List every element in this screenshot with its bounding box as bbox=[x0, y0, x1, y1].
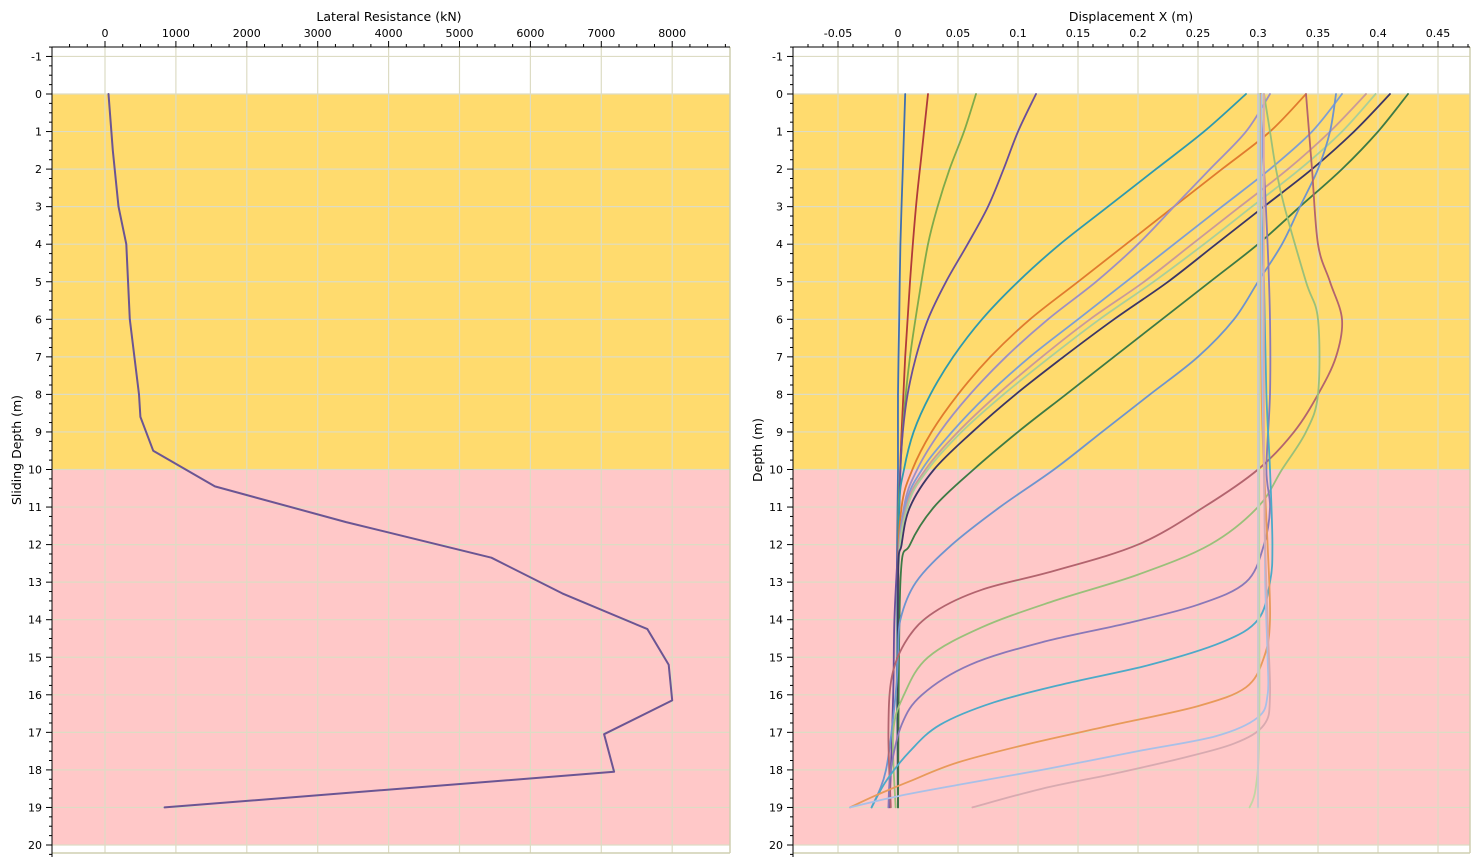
y-tick-label: 10 bbox=[769, 464, 783, 477]
x-tick-label: 1000 bbox=[162, 27, 190, 40]
y-axis-title: Depth (m) bbox=[750, 418, 765, 482]
displacement-plot: -0.05 0 0.05 0.1 0.15 0.2 0.25 0.3 0.35 0.4 0.45 -1… bbox=[750, 9, 1471, 857]
x-tick-label: 5000 bbox=[446, 27, 474, 40]
y-tick-label: 20 bbox=[28, 839, 42, 852]
y-tick-label: 9 bbox=[35, 426, 42, 439]
y-tick-label: 15 bbox=[28, 651, 42, 664]
x-tick-label: 0.3 bbox=[1249, 27, 1267, 40]
y-tick-label: -1 bbox=[31, 50, 42, 63]
y-tick-label: -1 bbox=[772, 50, 783, 63]
y-tick-label: 11 bbox=[28, 501, 42, 514]
y-tick-label: 14 bbox=[769, 614, 783, 627]
series-line-s19 bbox=[849, 93, 1270, 809]
y-tick-label: 2 bbox=[776, 163, 783, 176]
x-tick-label: -0.05 bbox=[824, 27, 852, 40]
y-tick-label: 15 bbox=[769, 651, 783, 664]
displacement-chart: -0.05 0 0.05 0.1 0.15 0.2 0.25 0.3 0.35 0.4 0.45 -1… bbox=[740, 0, 1478, 862]
y-tick-label: 4 bbox=[35, 238, 42, 251]
series-line-s15 bbox=[891, 93, 1321, 809]
x-tick-label: 6000 bbox=[516, 27, 544, 40]
lateral-resistance-chart: 0 1000 2000 3000 4000 5000 6000 7000 8000 -1 0 1 2 3 4… bbox=[0, 0, 740, 862]
x-tick-label: 3000 bbox=[304, 27, 332, 40]
y-tick-label: 7 bbox=[776, 351, 783, 364]
y-tick-label: 10 bbox=[28, 464, 42, 477]
series-line-s14 bbox=[887, 93, 1344, 809]
y-axis-title: Sliding Depth (m) bbox=[9, 395, 24, 505]
series-line-lateral-resistance bbox=[107, 93, 674, 809]
series-line-s20 bbox=[971, 93, 1272, 809]
y-tick-label: 14 bbox=[28, 614, 42, 627]
y-tick-label: 19 bbox=[28, 801, 42, 814]
series-line-s16 bbox=[887, 93, 1272, 809]
y-tick-label: 8 bbox=[35, 388, 42, 401]
y-tick-label: 20 bbox=[769, 839, 783, 852]
series-line-s21 bbox=[1248, 93, 1261, 809]
y-tick-label: 19 bbox=[769, 801, 783, 814]
x-tick-label: 0.15 bbox=[1066, 27, 1091, 40]
y-tick-label: 0 bbox=[776, 88, 783, 101]
y-tick-label: 1 bbox=[776, 126, 783, 139]
y-tick-label: 18 bbox=[769, 764, 783, 777]
x-tick-label: 7000 bbox=[587, 27, 615, 40]
y-tick-label: 18 bbox=[28, 764, 42, 777]
y-tick-label: 6 bbox=[776, 313, 783, 326]
y-tick-label: 9 bbox=[776, 426, 783, 439]
series-line-s6 bbox=[896, 93, 1307, 809]
y-tick-label: 5 bbox=[776, 276, 783, 289]
y-tick-label: 2 bbox=[35, 163, 42, 176]
series-line-s4 bbox=[888, 93, 1037, 809]
x-tick-label: 2000 bbox=[233, 27, 261, 40]
x-tick-label: 0.25 bbox=[1186, 27, 1211, 40]
x-tick-label: 0 bbox=[102, 27, 109, 40]
y-tick-label: 3 bbox=[35, 201, 42, 214]
y-tick-label: 6 bbox=[35, 313, 42, 326]
x-tick-label: 0 bbox=[895, 27, 902, 40]
y-tick-label: 4 bbox=[776, 238, 783, 251]
y-tick-label: 0 bbox=[35, 88, 42, 101]
y-tick-label: 8 bbox=[776, 388, 783, 401]
y-tick-label: 5 bbox=[35, 276, 42, 289]
y-tick-label: 13 bbox=[769, 576, 783, 589]
y-tick-label: 16 bbox=[769, 689, 783, 702]
x-tick-label: 8000 bbox=[658, 27, 686, 40]
x-tick-label: 0.1 bbox=[1009, 27, 1027, 40]
x-tick-label: 0.2 bbox=[1129, 27, 1147, 40]
x-tick-label: 0.35 bbox=[1306, 27, 1331, 40]
y-tick-label: 12 bbox=[28, 539, 42, 552]
series-line-s10 bbox=[896, 93, 1377, 809]
x-tick-label: 4000 bbox=[375, 27, 403, 40]
y-tick-label: 7 bbox=[35, 351, 42, 364]
x-axis-title: Displacement X (m) bbox=[1069, 9, 1193, 24]
x-tick-label: 0.05 bbox=[946, 27, 971, 40]
y-tick-label: 11 bbox=[769, 501, 783, 514]
x-tick-label: 0.4 bbox=[1369, 27, 1387, 40]
lateral-resistance-plot: 0 1000 2000 3000 4000 5000 6000 7000 8000-101234… bbox=[9, 9, 731, 857]
series-line-s12 bbox=[897, 93, 1409, 809]
y-tick-label: 17 bbox=[769, 726, 783, 739]
y-tick-label: 1 bbox=[35, 126, 42, 139]
y-tick-label: 3 bbox=[776, 201, 783, 214]
series-line-s11 bbox=[896, 93, 1391, 809]
x-axis-title: Lateral Resistance (kN) bbox=[316, 9, 461, 24]
x-tick-label: 0.45 bbox=[1426, 27, 1451, 40]
series-line-s18 bbox=[849, 93, 1272, 809]
y-tick-label: 16 bbox=[28, 689, 42, 702]
y-tick-label: 17 bbox=[28, 726, 42, 739]
y-tick-label: 12 bbox=[769, 539, 783, 552]
y-tick-label: 13 bbox=[28, 576, 42, 589]
